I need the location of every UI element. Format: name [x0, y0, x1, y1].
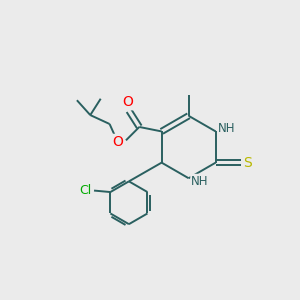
Text: O: O — [122, 95, 133, 109]
Text: S: S — [243, 156, 252, 170]
Text: NH: NH — [218, 122, 236, 135]
Text: Cl: Cl — [80, 184, 92, 197]
Text: NH: NH — [191, 175, 209, 188]
Text: O: O — [112, 135, 123, 149]
